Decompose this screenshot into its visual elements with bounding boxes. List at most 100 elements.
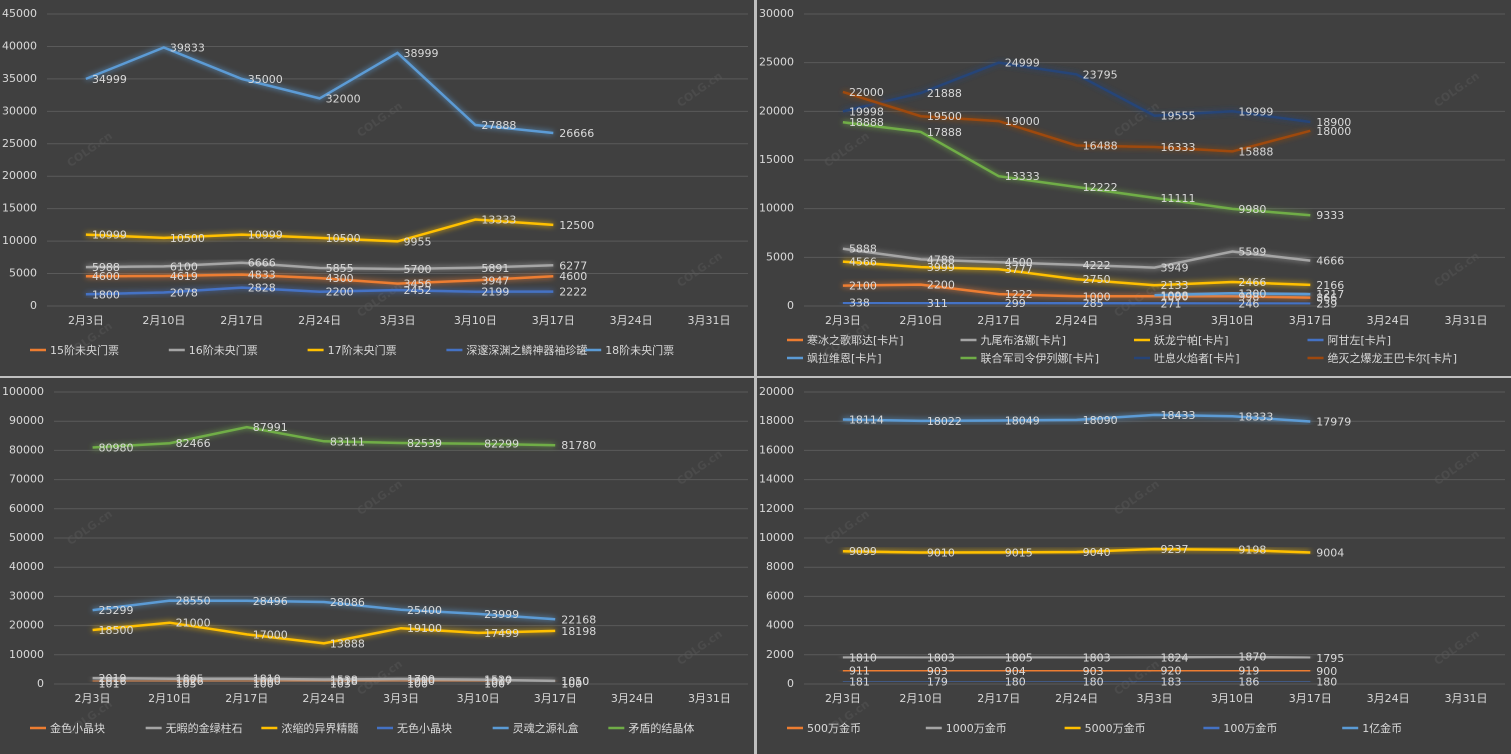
data-label: 1700 (407, 673, 435, 686)
data-label: 82539 (407, 437, 442, 450)
data-label: 17979 (1316, 416, 1351, 429)
series-line (842, 413, 1311, 423)
data-label: 28086 (330, 596, 365, 609)
y-tick-label: 4000 (766, 619, 794, 632)
y-tick-label: 20000 (2, 169, 37, 182)
data-label: 183 (1161, 675, 1182, 688)
series-line (92, 621, 556, 645)
data-label: 920 (1161, 665, 1182, 678)
y-tick-label: 15000 (759, 153, 794, 166)
data-label: 2199 (481, 286, 509, 299)
data-label: 2133 (1161, 279, 1189, 292)
x-tick-label: 3月24日 (610, 314, 653, 327)
data-label: 13333 (1005, 170, 1040, 183)
data-label: 911 (849, 665, 870, 678)
legend-label: 九尾布洛娜[卡片] (981, 333, 1067, 347)
data-label: 22168 (561, 613, 596, 626)
data-label: 19100 (407, 622, 442, 635)
x-tick-label: 2月3日 (825, 692, 861, 705)
data-label: 3949 (1161, 262, 1189, 275)
data-label: 3456 (404, 278, 432, 291)
legend-label: 吐息火焰者[卡片] (1154, 351, 1240, 365)
series-line (85, 46, 554, 135)
data-label: 5888 (849, 243, 877, 256)
data-label: 4566 (849, 256, 877, 269)
series-line (85, 218, 554, 243)
x-tick-label: 2月24日 (302, 692, 345, 705)
x-tick-label: 2月17日 (977, 692, 1020, 705)
y-tick-label: 0 (787, 299, 794, 312)
y-tick-label: 14000 (759, 473, 794, 486)
data-label: 28496 (253, 595, 288, 608)
data-label: 16488 (1083, 140, 1118, 153)
panel-background (757, 378, 1511, 754)
y-tick-label: 8000 (766, 560, 794, 573)
x-tick-label: 2月3日 (68, 314, 104, 327)
data-label: 23795 (1083, 68, 1118, 81)
y-tick-label: 20000 (9, 619, 44, 632)
data-label: 1050 (561, 675, 589, 688)
y-tick-label: 50000 (9, 531, 44, 544)
x-tick-label: 3月17日 (1289, 692, 1332, 705)
data-label: 9198 (1238, 544, 1266, 557)
data-label: 83111 (330, 435, 365, 448)
data-label: 2828 (248, 282, 276, 295)
x-tick-label: 2月10日 (142, 314, 185, 327)
data-label: 1810 (849, 652, 877, 665)
data-label: 1795 (1316, 652, 1344, 665)
x-tick-label: 3月31日 (688, 692, 731, 705)
legend-label: 15阶未央门票 (50, 343, 119, 357)
data-label: 9955 (404, 235, 432, 248)
data-label: 11111 (1161, 192, 1196, 205)
y-tick-label: 40000 (2, 39, 37, 52)
legend-label: 阿甘左[卡片] (1328, 334, 1392, 347)
legend-label: 飒拉维恩[卡片] (807, 351, 882, 365)
y-tick-label: 30000 (759, 7, 794, 20)
data-label: 2750 (1083, 273, 1111, 286)
data-label: 3777 (1005, 263, 1033, 276)
legend-label: 绝灭之爆龙王巴卡尔[卡片] (1328, 351, 1458, 365)
data-label: 32000 (326, 92, 361, 105)
x-tick-label: 2月17日 (220, 314, 263, 327)
x-tick-label: 3月24日 (611, 692, 654, 705)
data-label: 35000 (248, 73, 283, 86)
data-label: 18114 (849, 414, 884, 427)
x-tick-label: 3月24日 (1367, 692, 1410, 705)
data-label: 1803 (927, 652, 955, 665)
data-label: 285 (1083, 297, 1104, 310)
x-tick-label: 2月10日 (899, 314, 942, 327)
data-label: 9099 (849, 545, 877, 558)
y-tick-label: 15000 (2, 202, 37, 215)
data-label: 1805 (176, 673, 204, 686)
data-label: 10500 (326, 232, 361, 245)
data-label: 1000 (253, 675, 281, 688)
series-line (92, 676, 556, 683)
data-label: 18198 (561, 625, 596, 638)
chart-panel: COLG.cnCOLG.cnCOLG.cnCOLG.cnCOLG.cnCOLG.… (0, 0, 754, 376)
legend-label: 妖龙宁帕[卡片] (1154, 333, 1229, 347)
y-tick-label: 30000 (9, 589, 44, 602)
data-label: 179 (927, 675, 948, 688)
data-label: 311 (927, 297, 948, 310)
data-label: 1017 (484, 675, 512, 688)
series-line (842, 655, 1311, 660)
data-label: 82466 (176, 437, 211, 450)
data-label: 13333 (481, 213, 516, 226)
data-label: 9040 (1083, 546, 1111, 559)
data-label: 27888 (481, 119, 516, 132)
data-label: 18333 (1238, 410, 1273, 423)
data-label: 25400 (407, 604, 442, 617)
x-tick-label: 2月24日 (1055, 692, 1098, 705)
data-label: 18500 (99, 624, 134, 637)
series-line (85, 273, 554, 285)
data-label: 19000 (1005, 115, 1040, 128)
data-label: 13888 (330, 637, 365, 650)
series-line (85, 286, 554, 296)
legend-label: 100万金币 (1223, 721, 1277, 735)
data-label: 5855 (326, 262, 354, 275)
series-line (85, 261, 554, 271)
data-label: 9015 (1005, 546, 1033, 559)
y-tick-label: 0 (787, 677, 794, 690)
data-label: 904 (1005, 665, 1026, 678)
data-label: 2019 (99, 672, 127, 685)
